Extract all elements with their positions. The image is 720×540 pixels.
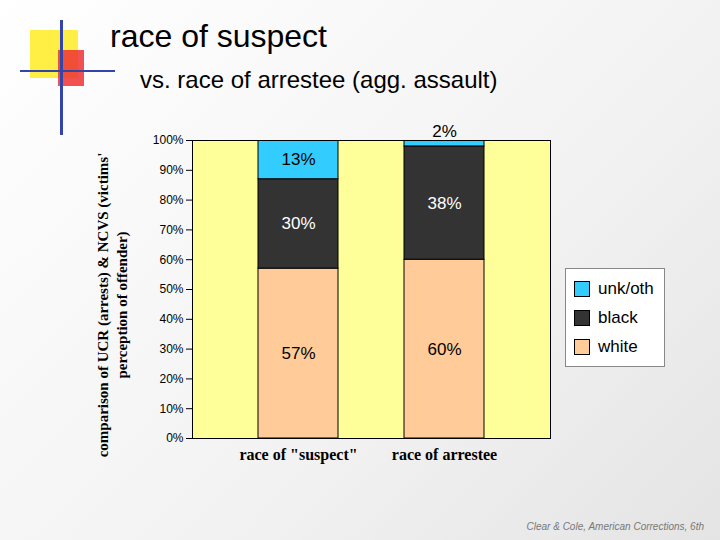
svg-text:80%: 80% (159, 193, 183, 207)
svg-text:20%: 20% (159, 372, 183, 386)
svg-text:60%: 60% (159, 253, 183, 267)
svg-text:100%: 100% (153, 133, 184, 147)
svg-text:70%: 70% (159, 223, 183, 237)
svg-text:30%: 30% (281, 214, 315, 233)
svg-text:60%: 60% (427, 340, 461, 359)
svg-text:38%: 38% (427, 194, 461, 213)
svg-text:57%: 57% (281, 344, 315, 363)
html-text:vs. race of arrestee (agg. ass: vs. race of arrestee (agg. assault) (140, 66, 498, 93)
html-text:race of suspect: race of suspect (110, 18, 327, 54)
svg-text:10%: 10% (159, 402, 183, 416)
svg-text:90%: 90% (159, 163, 183, 177)
svg-text:0%: 0% (166, 431, 184, 445)
html-text:black: black (598, 307, 638, 327)
svg-text:30%: 30% (159, 342, 183, 356)
html-text:comparison of UCR (arrests) &: comparison of UCR (arrests) & NCVS (vict… (95, 152, 130, 458)
svg-text:50%: 50% (159, 282, 183, 296)
svg-text:race of "suspect": race of "suspect" (239, 446, 357, 464)
svg-text:40%: 40% (159, 312, 183, 326)
svg-text:race of arrestee: race of arrestee (392, 446, 497, 463)
svg-text:2%: 2% (432, 122, 457, 141)
svg-text:13%: 13% (281, 150, 315, 169)
html-text:white: white (598, 336, 638, 356)
html-text:unk/oth: unk/oth (598, 278, 654, 298)
html-text:Clear & Cole, American Correct: Clear & Cole, American Corrections, 6th (526, 521, 704, 532)
